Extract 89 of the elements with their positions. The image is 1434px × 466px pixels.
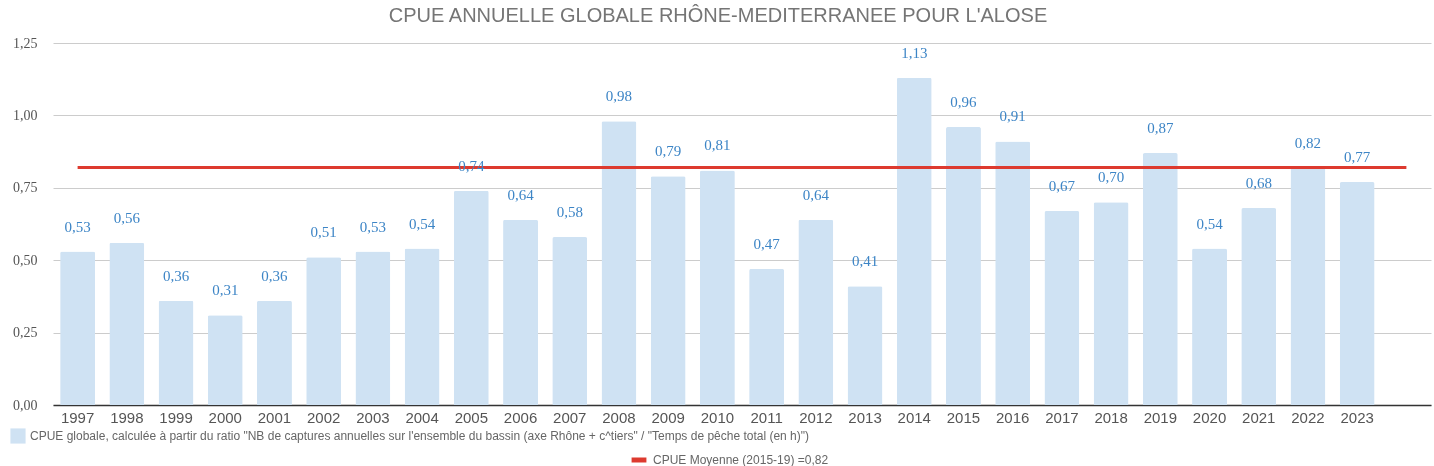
x-tick-label: 1997 [60,408,95,426]
bar [1192,248,1228,405]
bar [995,141,1031,405]
data-label: 0,81 [704,137,731,154]
x-tick-label: 2008 [602,408,636,426]
x-tick-label: 2020 [1192,408,1227,426]
x-tick-label: 2014 [897,408,931,426]
data-label: 0,70 [1097,169,1125,186]
legend-label: CPUE globale, calculée à partir du ratio "NB de captures annuelles sur l'ensemble du bassin (axe Rhône + c^tiers" / "Temps de pêche total (en h)") [30,429,810,443]
bar [207,315,243,405]
data-label: 0,79 [655,143,682,160]
y-tick-label: 0,75 [13,180,38,196]
bar [1142,153,1178,405]
x-tick-label: 2002 [306,408,341,426]
bar [256,300,292,405]
bar [552,237,588,405]
x-tick-label: 2017 [1045,408,1079,426]
x-tick-label: 2018 [1094,408,1128,426]
data-label: 0,53 [64,218,91,235]
bar [453,190,489,405]
x-tick-label: 2016 [995,408,1030,426]
bar [60,251,96,405]
data-label: 0,96 [950,93,978,110]
bar [601,121,637,405]
x-tick-label: 2000 [208,408,242,426]
bar [650,176,686,405]
x-tick-label: 2021 [1242,408,1276,426]
data-label: 0,82 [1294,134,1322,151]
y-tick-label: 1,00 [13,107,38,123]
data-label: 0,41 [851,253,879,270]
data-label: 0,68 [1245,175,1272,192]
bar [699,170,735,405]
x-tick-label: 2011 [750,408,783,426]
data-label: 0,54 [408,215,436,232]
bar [1044,210,1080,405]
x-tick-label: 2022 [1291,408,1325,426]
data-label: 0,77 [1344,149,1371,166]
data-label: 0,87 [1147,120,1174,137]
bar [798,219,834,405]
x-tick-label: 2012 [799,408,833,426]
bar [109,242,145,405]
data-label: 0,56 [113,209,141,226]
x-tick-label: 2023 [1340,408,1374,426]
bar [404,248,440,405]
data-label: 0,47 [753,235,781,252]
y-tick-label: 1,25 [13,35,38,51]
bar [1093,202,1129,405]
data-label: 0,98 [605,88,633,105]
data-label: 0,54 [1196,215,1224,232]
data-label: 0,64 [507,186,535,203]
data-label: 0,67 [1048,177,1076,194]
bar [306,257,342,405]
x-tick-label: 2001 [257,408,292,426]
x-tick-label: 2007 [553,408,587,426]
y-tick-label: 0,00 [13,397,38,413]
data-label: 1,13 [901,44,928,61]
bar [945,126,981,405]
x-tick-label: 2005 [454,408,489,426]
bar [355,251,391,405]
y-tick-label: 0,50 [13,252,38,268]
data-label: 0,91 [999,108,1026,125]
bar [1241,208,1277,405]
x-tick-label: 2013 [848,408,882,426]
data-label: 0,36 [162,267,190,284]
legend-label: CPUE Moyenne (2015-19) =0,82 [653,453,829,466]
x-tick-label: 1999 [159,408,193,426]
x-tick-label: 2009 [651,408,685,426]
x-tick-label: 2006 [503,408,538,426]
bar [847,286,883,405]
bar [503,219,539,405]
y-tick-label: 0,25 [13,325,38,341]
x-tick-label: 2015 [946,408,981,426]
bar [1339,182,1375,405]
data-label: 0,64 [802,186,830,203]
data-label: 0,53 [359,218,387,235]
bar [1290,167,1326,405]
x-tick-label: 2004 [405,408,439,426]
x-tick-label: 1998 [110,408,144,426]
data-label: 0,36 [261,267,289,284]
chart-title: CPUE ANNUELLE GLOBALE RHÔNE-MEDITERRANEE POUR L'ALOSE [388,4,1048,26]
bar [896,77,932,405]
x-tick-label: 2010 [700,408,735,426]
data-label: 0,58 [556,204,583,221]
data-label: 0,51 [310,224,337,241]
x-tick-label: 2019 [1143,408,1178,426]
data-label: 0,31 [212,282,239,299]
bar [749,268,785,405]
x-tick-label: 2003 [356,408,390,426]
bar [158,300,194,405]
